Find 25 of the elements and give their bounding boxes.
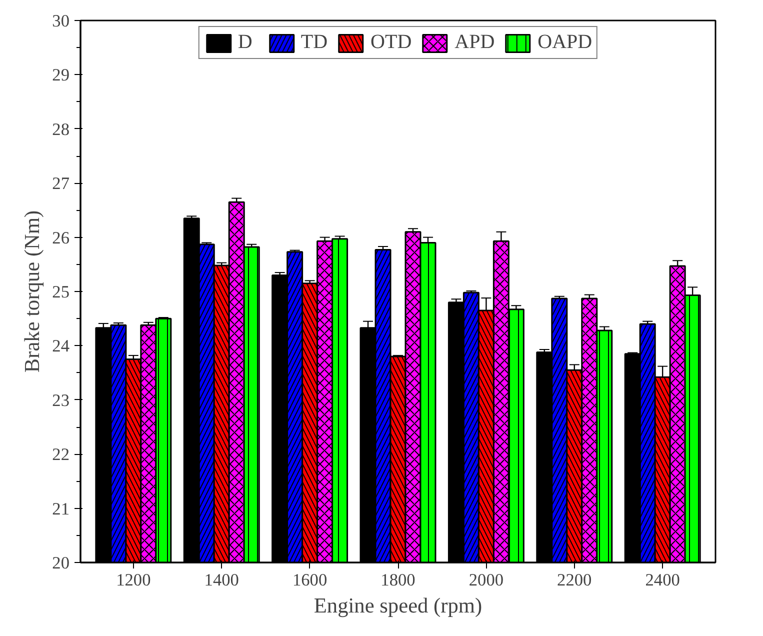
y-tick-label: 23 [52,390,70,410]
x-tick-label: 2000 [468,570,504,590]
x-tick-label: 2200 [557,570,592,590]
x-tick-label: 1200 [116,570,151,590]
x-tick-label: 2400 [645,570,680,590]
y-tick-label: 29 [52,66,70,85]
y-tick-label: 26 [52,228,70,248]
y-tick-label: 25 [52,282,70,302]
y-tick-label: 27 [52,174,70,194]
x-axis-title: Engine speed (rpm) [314,594,482,618]
y-tick-label: 21 [52,499,70,518]
x-tick-label: 1800 [380,570,416,590]
y-tick-label: 24 [52,336,70,356]
legend-label: TD [300,31,328,54]
legend-label: OTD [370,31,412,54]
x-tick-label: 1600 [292,570,328,590]
legend-label: OAPD [538,31,592,54]
y-tick-label: 22 [52,445,70,464]
x-tick-label: 1400 [204,570,239,590]
legend-label: D [238,31,254,54]
y-tick-label: 20 [52,554,70,572]
legend-label: APD [454,31,495,54]
y-tick-label: 30 [52,12,70,30]
y-tick-label: 28 [52,120,70,139]
y-axis-title: Brake torque (Nm) [20,210,44,373]
